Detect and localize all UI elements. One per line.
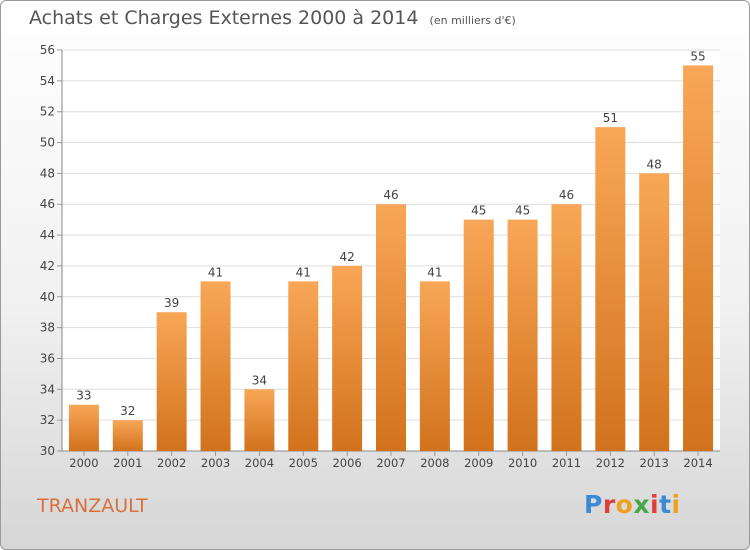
- x-tick-label: 2004: [245, 456, 274, 470]
- bar-value-label: 41: [427, 265, 442, 279]
- y-tick-label: 46: [40, 197, 55, 211]
- x-tick-label: 2013: [640, 456, 669, 470]
- logo-letter: r: [602, 490, 616, 519]
- x-tick-label: 2009: [464, 456, 493, 470]
- y-tick-label: 36: [40, 351, 55, 365]
- bar: [288, 281, 319, 451]
- y-tick-label: 38: [40, 321, 55, 335]
- bar: [112, 420, 143, 451]
- bar: [507, 219, 538, 451]
- x-tick-label: 2011: [552, 456, 581, 470]
- bar-value-label: 48: [647, 157, 662, 171]
- x-tick-label: 2014: [683, 456, 712, 470]
- y-tick-label: 50: [40, 136, 55, 150]
- x-tick-label: 2002: [157, 456, 186, 470]
- bar-value-label: 42: [339, 250, 354, 264]
- x-tick-label: 2006: [332, 456, 361, 470]
- bar-value-label: 34: [252, 373, 267, 387]
- x-tick-label: 2010: [508, 456, 537, 470]
- bar: [683, 65, 714, 451]
- y-tick-label: 44: [40, 228, 55, 242]
- proxiti-logo: Proxiti: [584, 490, 681, 519]
- bar-value-label: 45: [515, 204, 530, 218]
- x-tick-label: 2007: [376, 456, 405, 470]
- bar: [419, 281, 450, 451]
- bar: [551, 204, 582, 451]
- y-tick-label: 42: [40, 259, 55, 273]
- x-tick-label: 2012: [596, 456, 625, 470]
- bar-value-label: 46: [559, 188, 574, 202]
- bar-value-label: 41: [208, 265, 223, 279]
- y-tick-label: 56: [40, 43, 55, 57]
- commune-name: TRANZAULT: [37, 495, 148, 517]
- bar: [595, 127, 626, 451]
- bar: [376, 204, 406, 451]
- bar-value-label: 55: [690, 49, 705, 63]
- bar: [639, 173, 670, 451]
- bar: [332, 265, 363, 451]
- y-tick-label: 34: [40, 382, 55, 396]
- bar-value-label: 39: [164, 296, 179, 310]
- bar: [156, 312, 187, 451]
- x-tick-label: 2005: [289, 456, 318, 470]
- x-tick-label: 2003: [201, 456, 230, 470]
- bar-value-label: 45: [471, 204, 486, 218]
- bar: [200, 281, 231, 451]
- bar-value-label: 41: [296, 265, 311, 279]
- bar: [68, 404, 99, 451]
- chart-title: Achats et Charges Externes 2000 à 2014 (…: [29, 7, 516, 29]
- y-tick-label: 32: [40, 413, 55, 427]
- bar: [463, 219, 494, 451]
- bar-value-label: 33: [76, 389, 91, 403]
- logo-letter: o: [615, 490, 634, 519]
- y-tick-label: 52: [40, 105, 55, 119]
- y-tick-label: 48: [40, 166, 55, 180]
- bar-value-label: 32: [120, 404, 135, 418]
- logo-letter: P: [584, 490, 603, 519]
- x-tick-label: 2000: [69, 456, 98, 470]
- y-tick-label: 54: [40, 74, 55, 88]
- logo-letter: i: [650, 490, 660, 519]
- logo-letter: x: [633, 490, 650, 519]
- logo-letter: t: [659, 490, 672, 519]
- chart-unit: (en milliers d'€): [429, 14, 516, 27]
- bar-value-label: 51: [603, 111, 618, 125]
- bar-value-label: 46: [383, 188, 398, 202]
- x-tick-label: 2008: [420, 456, 449, 470]
- logo-letter: i: [671, 490, 681, 519]
- bar: [244, 389, 275, 451]
- chart-title-text: Achats et Charges Externes 2000 à 2014: [29, 7, 419, 29]
- y-tick-label: 40: [40, 290, 55, 304]
- x-tick-label: 2001: [113, 456, 142, 470]
- y-tick-label: 30: [40, 444, 55, 458]
